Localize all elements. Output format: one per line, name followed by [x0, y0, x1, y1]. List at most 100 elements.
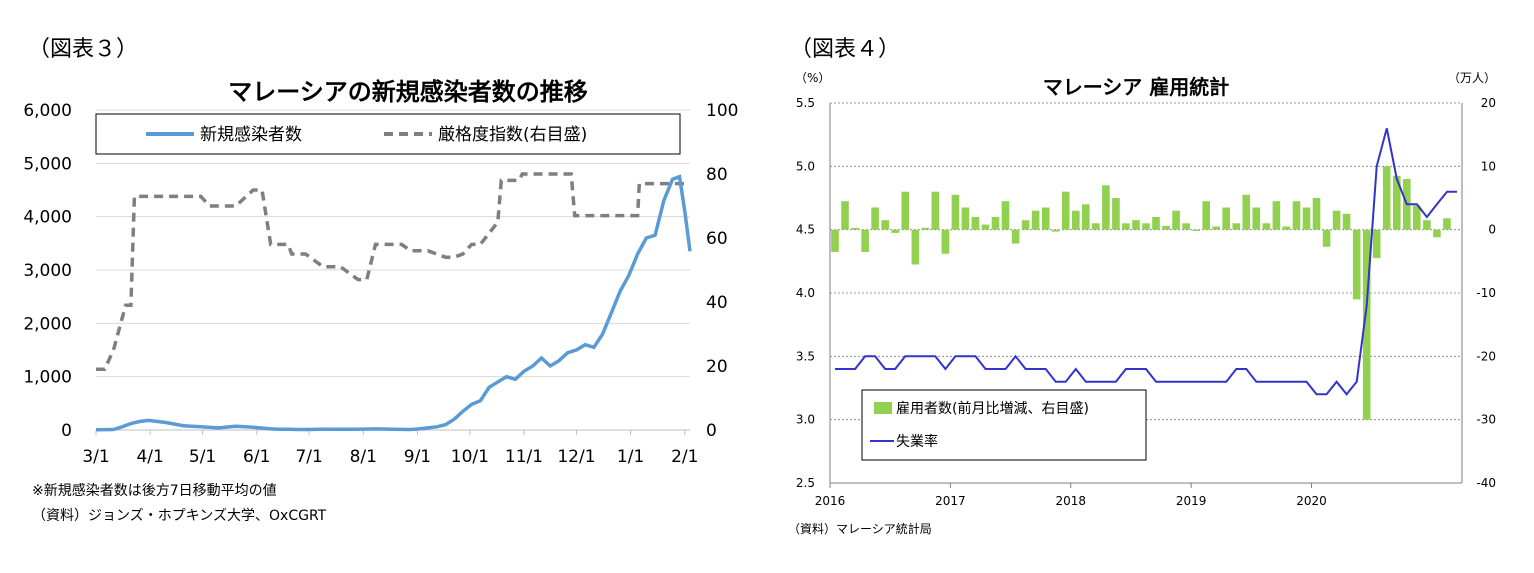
bar: [1362, 229, 1371, 420]
y2-tick-label: 40: [706, 293, 728, 313]
x-tick-label: 2017: [935, 494, 966, 508]
x-tick-label: 8/1: [350, 447, 377, 467]
bar: [1212, 226, 1220, 230]
x-tick-label: 9/1: [404, 447, 431, 467]
x-tick-label: 4/1: [136, 447, 163, 467]
bar: [1182, 223, 1190, 230]
y2-tick-label: 10: [1481, 159, 1496, 173]
bar: [1092, 223, 1100, 230]
y-tick-label: 4.0: [796, 286, 815, 300]
bar: [981, 224, 990, 230]
y-tick-label: 0: [61, 421, 72, 441]
chart-title-4: マレーシア 雇用統計: [1043, 75, 1230, 99]
bar: [1152, 217, 1160, 230]
y-tick-label: 2,000: [23, 314, 72, 334]
x-tick-label: 11/1: [505, 447, 543, 467]
bar: [1292, 201, 1301, 230]
y-axis-right-3: 0 20 40 60 80 100: [706, 101, 738, 441]
series-employment-bars: [831, 166, 1451, 420]
bar: [1302, 207, 1311, 230]
bar: [971, 217, 980, 230]
legend-3: 新規感染者数 厳格度指数(右目盛): [95, 113, 681, 155]
y2-tick-label: -20: [1476, 349, 1496, 363]
bar: [1232, 223, 1241, 230]
x-axis-3: 3/1 4/1 5/1 6/1 7/1 8/1 9/1 10/1 11/1 12/1 1/1 2/1: [82, 430, 698, 467]
bar: [871, 207, 879, 230]
bar: [1102, 185, 1110, 230]
bar: [1122, 223, 1130, 230]
bar: [1262, 223, 1271, 230]
legend-swatch-employment: [874, 402, 892, 414]
bar: [1202, 201, 1210, 230]
bar: [1222, 207, 1230, 230]
bar: [1082, 204, 1090, 230]
bar: [881, 220, 889, 230]
y-axis-left-4: 2.5 3.0 3.5 4.0 4.5 5.0 5.5: [796, 96, 815, 490]
x-tick-label: 2019: [1176, 494, 1207, 508]
series-new-cases-line: [95, 174, 692, 432]
y2-tick-label: -10: [1476, 286, 1496, 300]
y2-tick-label: 0: [706, 421, 717, 441]
y-tick-label: 3,000: [23, 261, 72, 281]
x-tick-label: 12/1: [557, 447, 595, 467]
source-3: （資料）ジョンズ・ホプキンズ大学、OxCGRT: [32, 508, 327, 524]
y-tick-label: 5.5: [796, 96, 815, 110]
bar: [1252, 207, 1261, 230]
y-tick-label: 4,000: [23, 208, 72, 228]
bar: [1021, 220, 1030, 230]
x-tick-label: 10/1: [451, 447, 489, 467]
y2-unit-label-4: （万人）: [1448, 71, 1496, 85]
panel-label-4: （図表４）: [790, 37, 900, 62]
bar: [1433, 229, 1441, 238]
legend-label-new-cases: 新規感染者数: [200, 125, 302, 145]
y-tick-label: 3.0: [796, 413, 815, 427]
bar: [1312, 198, 1321, 230]
x-tick-label: 2016: [815, 494, 846, 508]
y-tick-label: 5.0: [796, 159, 815, 173]
x-tick-label: 7/1: [295, 447, 322, 467]
y-tick-label: 5,000: [23, 154, 72, 174]
x-tick-label: 1/1: [617, 447, 644, 467]
gridlines-3: [96, 109, 690, 431]
y2-tick-label: 80: [706, 165, 728, 185]
y2-tick-label: 0: [1488, 223, 1496, 237]
bar: [1443, 218, 1451, 230]
bar: [1192, 229, 1200, 231]
bar: [1423, 220, 1431, 230]
bar: [1242, 194, 1251, 230]
bar: [1041, 207, 1050, 230]
x-tick-label: 2/1: [671, 447, 698, 467]
y2-tick-label: 20: [1481, 96, 1496, 110]
bar: [961, 207, 970, 230]
panel-label-3: （図表３）: [28, 37, 138, 62]
chart-3: （図表３） マレーシアの新規感染者数の推移 0 1,000 2,000 3,000 4,…: [23, 37, 738, 524]
bar: [1061, 191, 1070, 230]
bar: [1051, 229, 1060, 232]
bar: [901, 191, 909, 230]
bar: [841, 201, 849, 230]
bar: [1382, 166, 1391, 230]
bar: [1342, 213, 1351, 230]
x-axis-4: 2016 2017 2018 2019 2020: [815, 483, 1327, 508]
y2-tick-label: -40: [1476, 476, 1496, 490]
y-axis-left-3: 0 1,000 2,000 3,000 4,000 5,000 6,000: [23, 101, 72, 441]
y2-tick-label: -30: [1476, 413, 1496, 427]
bar: [1112, 198, 1120, 230]
bar: [1413, 205, 1421, 230]
bar: [831, 229, 839, 252]
bar: [861, 229, 869, 252]
bar: [1172, 210, 1180, 230]
bar: [931, 191, 940, 230]
bar: [1011, 229, 1020, 244]
bar: [1372, 229, 1381, 259]
legend-4: 雇用者数(前月比増減、右目盛) 失業率: [861, 389, 1147, 461]
bar: [941, 229, 950, 254]
bar: [1132, 220, 1140, 230]
bar: [1272, 201, 1281, 230]
bar: [1162, 225, 1170, 230]
bar: [1031, 210, 1040, 230]
x-tick-label: 2018: [1055, 494, 1086, 508]
bar: [921, 227, 930, 230]
y-axis-right-4: -40 -30 -20 -10 0 10 20: [1476, 96, 1496, 490]
